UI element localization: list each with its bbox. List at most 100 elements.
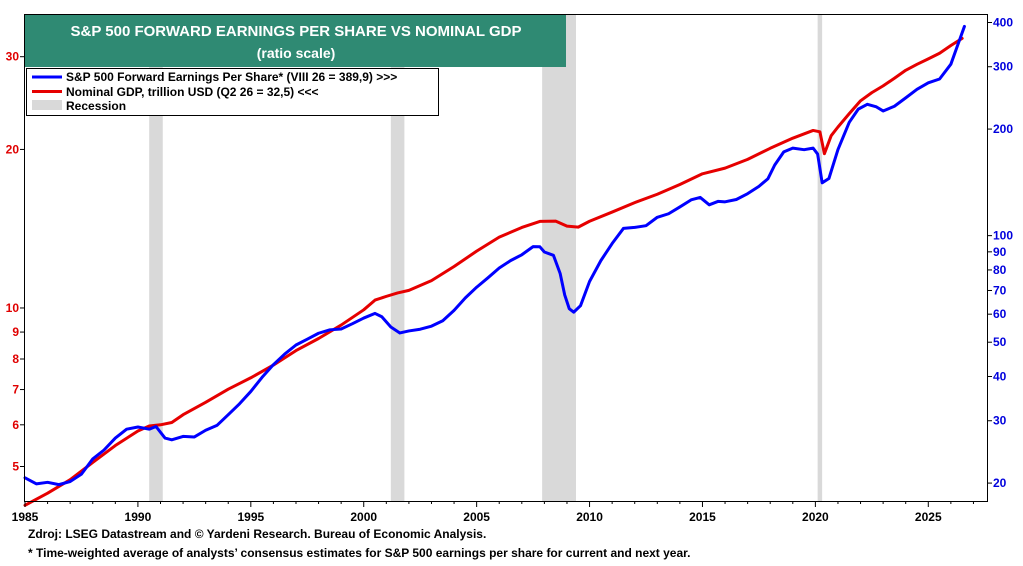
gdp-line-point [949,44,953,47]
recession-band [817,15,823,501]
gdp-line-point [791,136,794,140]
right-tick-label: 200 [993,122,1013,136]
right-tick-label: 60 [993,307,1007,321]
gdp-line-point [554,219,557,223]
eps-line-point [543,250,546,254]
right-tick-label: 400 [993,16,1013,30]
gdp-line-point [588,220,591,223]
gdp-line-point [181,413,185,416]
eps-line-point [949,62,953,66]
gdp-line-point [294,349,298,352]
series-lines [23,24,966,507]
eps-line-point [610,242,614,245]
gdp-line-point [811,129,815,132]
eps-line-point [249,390,253,393]
eps-line-point [820,181,824,185]
gdp-line-point [565,224,569,228]
eps-line-point [689,198,693,202]
left-tick-label: 6 [12,418,19,432]
left-tick-label: 30 [6,50,20,64]
gdp-line-point [836,125,840,129]
legend-swatch-recession [32,100,62,110]
gdp-line-point [362,308,365,312]
gdp-line-point [881,84,885,88]
eps-line-point [811,146,815,150]
x-tick-label: 1995 [237,510,264,524]
eps-line-point [238,402,241,405]
eps-line-point [464,296,467,300]
eps-line-point [509,259,512,262]
eps-line-point [498,266,501,270]
recession-bands [149,15,823,501]
gdp-line-point [227,388,230,391]
left-tick-label: 8 [12,352,19,366]
eps-line-point [136,425,140,429]
eps-line-point [622,227,625,230]
eps-line-point [46,481,49,484]
eps-line-point [757,185,761,188]
eps-line-point [170,438,173,442]
gdp-line-point [829,134,833,137]
eps-line-point [746,192,749,195]
eps-line-point [678,205,682,209]
eps-line-point [204,429,207,432]
legend-label-gdp: Nominal GDP, trillion USD (Q2 26 = 32,5)… [66,85,319,99]
right-tick-label: 70 [993,283,1007,297]
eps-line-point [723,200,727,204]
eps-line-point [306,337,309,341]
title-background [25,15,566,67]
gdp-line-point [396,291,399,295]
gdp-line-point [373,298,377,302]
legend-label-eps: S&P 500 Forward Earnings Per Share* (VII… [66,70,397,84]
gdp-line-point [204,401,207,404]
eps-line [23,24,966,487]
gdp-line-point [114,444,117,447]
legend-box [26,68,439,116]
recession-band [390,15,405,501]
eps-line-point [68,480,72,483]
eps-line-point [380,315,383,318]
eps-line-point [398,331,402,335]
left-tick-label: 20 [6,142,20,156]
eps-line-point [875,105,878,109]
x-tick-label: 2015 [689,510,716,524]
eps-line-point [215,424,219,427]
gdp-line-point [859,99,862,102]
eps-line-point [656,216,659,219]
eps-line-point [102,448,106,452]
gdp-line-point [848,112,851,115]
gdp-line-point [610,210,614,214]
eps-line-point [91,457,94,461]
gdp-line-point [823,152,826,155]
eps-line-point [154,425,158,428]
legend: S&P 500 Forward Earnings Per Share* (VII… [26,68,439,116]
eps-line-point [552,254,555,257]
gdp-line-point [136,429,140,433]
gdp-line-point [904,69,907,72]
recession-band [149,15,163,501]
eps-line-point [441,319,444,322]
gdp-line-point [870,91,874,94]
eps-line-point [791,146,794,150]
footer-source: Zdroj: LSEG Datastream and © Yardeni Res… [28,527,487,541]
eps-line-point [857,107,860,111]
axes: 1985 1990 1995 2000 2005 2010 2015 2020 20255678… [6,16,1014,524]
eps-line-point [579,304,582,307]
x-tick-label: 1990 [125,510,152,524]
gdp-line-point [159,423,162,427]
eps-line-point [430,324,433,328]
eps-line-point [373,312,377,315]
eps-line-point [339,327,343,331]
eps-line-point [572,310,575,314]
eps-line-point [486,276,490,280]
eps-line-point [956,44,959,47]
right-tick-label: 80 [993,263,1007,277]
eps-line-point [848,121,851,124]
gdp-line-point [656,193,659,196]
eps-line-point [938,77,941,81]
eps-line-point [475,286,478,289]
gdp-line-point [678,183,682,186]
eps-line-point [866,103,869,106]
x-tick-label: 2025 [915,510,942,524]
gdp-line-point [927,57,930,61]
